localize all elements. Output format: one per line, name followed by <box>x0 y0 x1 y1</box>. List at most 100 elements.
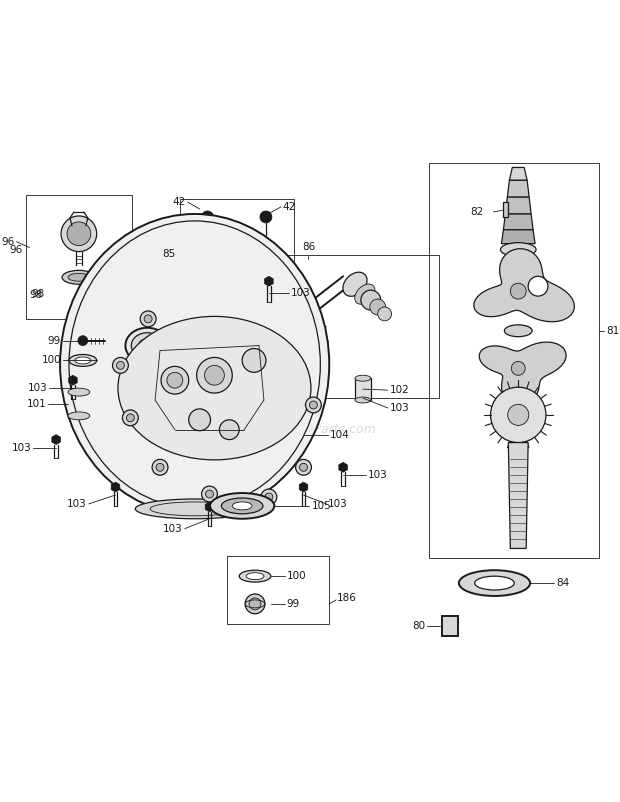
Ellipse shape <box>355 284 375 304</box>
Polygon shape <box>502 230 535 244</box>
Text: 82: 82 <box>471 207 484 217</box>
Ellipse shape <box>343 272 367 296</box>
Circle shape <box>219 419 239 439</box>
Circle shape <box>296 460 311 476</box>
Circle shape <box>202 486 218 502</box>
Text: 86: 86 <box>302 241 315 252</box>
Circle shape <box>260 211 272 223</box>
Circle shape <box>528 277 548 296</box>
Circle shape <box>161 367 188 394</box>
Bar <box>27 195 132 319</box>
Bar <box>429 163 600 558</box>
Circle shape <box>237 299 321 383</box>
Text: 98: 98 <box>32 290 45 299</box>
Circle shape <box>361 290 381 310</box>
Circle shape <box>510 283 526 299</box>
Polygon shape <box>503 202 508 217</box>
Text: 103: 103 <box>328 499 348 509</box>
Text: 103: 103 <box>368 470 388 480</box>
Ellipse shape <box>232 502 252 510</box>
Circle shape <box>378 307 392 321</box>
Bar <box>229 254 439 398</box>
Circle shape <box>206 490 213 498</box>
Text: 96: 96 <box>1 237 14 247</box>
Polygon shape <box>474 249 575 322</box>
Circle shape <box>67 222 91 245</box>
Polygon shape <box>479 342 566 405</box>
Text: 98: 98 <box>29 290 43 300</box>
Text: 103: 103 <box>389 403 409 413</box>
Text: 42: 42 <box>283 202 296 212</box>
Circle shape <box>512 362 525 375</box>
Ellipse shape <box>60 214 329 515</box>
Polygon shape <box>299 482 308 492</box>
Bar <box>228 557 329 624</box>
Circle shape <box>156 464 164 472</box>
Ellipse shape <box>68 412 90 419</box>
Polygon shape <box>69 375 78 385</box>
Circle shape <box>306 397 321 413</box>
Text: 81: 81 <box>606 326 619 336</box>
Text: 85: 85 <box>162 249 176 258</box>
Circle shape <box>140 311 156 326</box>
Ellipse shape <box>355 375 371 381</box>
Polygon shape <box>503 214 533 230</box>
Circle shape <box>61 216 97 252</box>
Polygon shape <box>505 197 531 214</box>
Circle shape <box>205 366 224 385</box>
Text: RepairClinicParts.com: RepairClinicParts.com <box>240 423 377 436</box>
Circle shape <box>152 460 168 476</box>
Circle shape <box>117 362 125 370</box>
Circle shape <box>202 211 213 223</box>
Polygon shape <box>52 435 60 444</box>
Circle shape <box>261 489 277 505</box>
Text: 100: 100 <box>286 571 306 581</box>
Ellipse shape <box>505 325 532 337</box>
Polygon shape <box>205 502 214 512</box>
Text: 101: 101 <box>27 399 46 409</box>
Text: 99: 99 <box>286 599 300 609</box>
Circle shape <box>370 299 386 315</box>
Circle shape <box>78 336 88 346</box>
Circle shape <box>299 464 308 472</box>
Polygon shape <box>111 482 120 492</box>
Circle shape <box>265 493 273 501</box>
Text: 80: 80 <box>412 621 425 630</box>
Circle shape <box>490 387 546 443</box>
Bar <box>249 346 294 405</box>
Ellipse shape <box>62 270 95 284</box>
Text: 103: 103 <box>163 524 183 533</box>
Ellipse shape <box>68 273 90 282</box>
Circle shape <box>188 409 211 431</box>
Circle shape <box>122 410 138 426</box>
Circle shape <box>245 594 265 614</box>
Text: 103: 103 <box>27 383 47 393</box>
Text: 105: 105 <box>311 501 331 511</box>
Bar <box>244 341 299 410</box>
Circle shape <box>144 315 152 323</box>
Circle shape <box>508 404 529 425</box>
Circle shape <box>197 358 232 393</box>
Circle shape <box>112 358 128 373</box>
Bar <box>355 379 371 400</box>
Ellipse shape <box>131 333 163 358</box>
Text: 103: 103 <box>291 288 311 298</box>
Circle shape <box>309 401 317 409</box>
Text: 96: 96 <box>9 245 22 254</box>
Circle shape <box>126 414 135 422</box>
Ellipse shape <box>500 243 536 257</box>
Ellipse shape <box>246 573 264 580</box>
Ellipse shape <box>125 328 169 363</box>
Circle shape <box>249 598 261 610</box>
Ellipse shape <box>135 499 254 519</box>
Polygon shape <box>507 180 529 197</box>
Bar <box>180 199 294 266</box>
Polygon shape <box>265 277 273 286</box>
Ellipse shape <box>118 317 311 460</box>
Ellipse shape <box>75 357 91 364</box>
Text: 99: 99 <box>48 335 61 346</box>
Polygon shape <box>193 241 237 257</box>
Ellipse shape <box>210 493 274 519</box>
Ellipse shape <box>69 354 97 367</box>
Text: 186: 186 <box>337 593 357 603</box>
